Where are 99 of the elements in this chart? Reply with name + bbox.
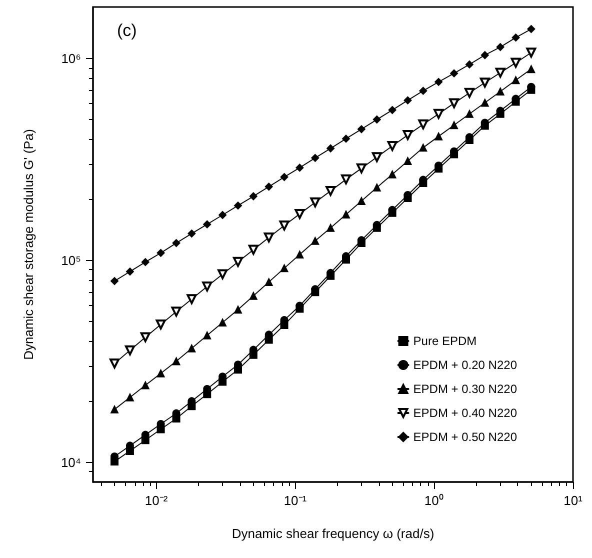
point [526, 48, 536, 58]
point [140, 332, 150, 342]
point [512, 76, 520, 84]
x-tick-label: 10⁰ [424, 493, 444, 508]
point [280, 264, 288, 272]
point [404, 96, 412, 104]
point [495, 68, 506, 78]
point [296, 164, 304, 172]
point [110, 358, 120, 368]
point [465, 110, 474, 118]
point [372, 183, 381, 192]
point [264, 278, 273, 286]
point [296, 250, 304, 259]
point [419, 86, 428, 95]
point [124, 345, 135, 356]
point [311, 154, 320, 162]
point [233, 256, 243, 267]
legend-label: EPDM + 0.40 N220 [413, 406, 518, 420]
point [264, 182, 273, 191]
point [450, 69, 458, 78]
annotation: (c) [117, 21, 137, 40]
point [357, 197, 366, 206]
point [202, 282, 212, 292]
x-tick-label: 10⁻² [144, 493, 168, 508]
point [156, 319, 166, 330]
point [342, 210, 350, 218]
point [234, 306, 242, 314]
point [172, 357, 180, 366]
point [203, 220, 212, 228]
point [310, 197, 320, 208]
point [387, 140, 398, 151]
point [156, 248, 165, 257]
x-axis-title: Dynamic shear frequency ω (rad/s) [232, 526, 434, 541]
point [419, 144, 428, 152]
point [141, 258, 150, 266]
point [342, 134, 350, 143]
point [156, 369, 165, 378]
point [326, 186, 336, 196]
point [110, 277, 119, 286]
point [126, 393, 134, 402]
point [218, 318, 227, 327]
point [357, 125, 366, 134]
point [186, 294, 197, 304]
point [434, 108, 444, 119]
legend-label: EPDM + 0.50 N220 [413, 430, 518, 444]
x-tick-label: 10⁻¹ [284, 493, 308, 508]
point [326, 224, 335, 232]
point [188, 344, 196, 352]
y-tick-label: 10⁶ [61, 51, 81, 66]
point [402, 130, 413, 140]
point [341, 174, 352, 184]
point [234, 202, 242, 210]
point [480, 51, 489, 60]
point [464, 88, 474, 98]
point [188, 230, 196, 238]
legend-label: Pure EPDM [413, 334, 477, 348]
point [218, 210, 227, 219]
y-axis-title: Dynamic shear storage modulus G' (Pa) [21, 129, 36, 360]
point [126, 268, 134, 276]
point [388, 106, 396, 114]
point [372, 152, 382, 162]
point [279, 220, 290, 231]
point [356, 163, 366, 174]
point [450, 121, 458, 130]
point [434, 78, 443, 86]
point [512, 34, 520, 42]
point [465, 60, 474, 68]
point [326, 144, 335, 152]
y-tick-label: 10⁴ [60, 454, 81, 470]
point [510, 58, 521, 68]
point [294, 208, 305, 219]
point [418, 119, 428, 130]
point [496, 43, 504, 52]
point [434, 132, 443, 140]
legend-label: EPDM + 0.30 N220 [413, 382, 518, 396]
point [480, 98, 489, 107]
point [527, 25, 536, 34]
point [249, 192, 258, 200]
point [171, 306, 182, 317]
point [172, 239, 180, 248]
point [404, 156, 412, 165]
point [141, 381, 150, 390]
point [372, 116, 381, 124]
point [311, 236, 320, 245]
point [388, 170, 396, 178]
y-tick-label: 10⁵ [61, 252, 81, 268]
x-tick-label: 10¹ [564, 493, 584, 508]
legend-label: EPDM + 0.20 N220 [413, 358, 518, 372]
point [449, 98, 460, 108]
point [248, 244, 258, 255]
point [203, 331, 212, 340]
point [218, 269, 228, 280]
point [110, 405, 119, 414]
point [249, 292, 258, 300]
point [496, 87, 504, 96]
point [527, 65, 536, 74]
point [480, 78, 490, 88]
point [280, 173, 288, 182]
point [264, 232, 274, 242]
